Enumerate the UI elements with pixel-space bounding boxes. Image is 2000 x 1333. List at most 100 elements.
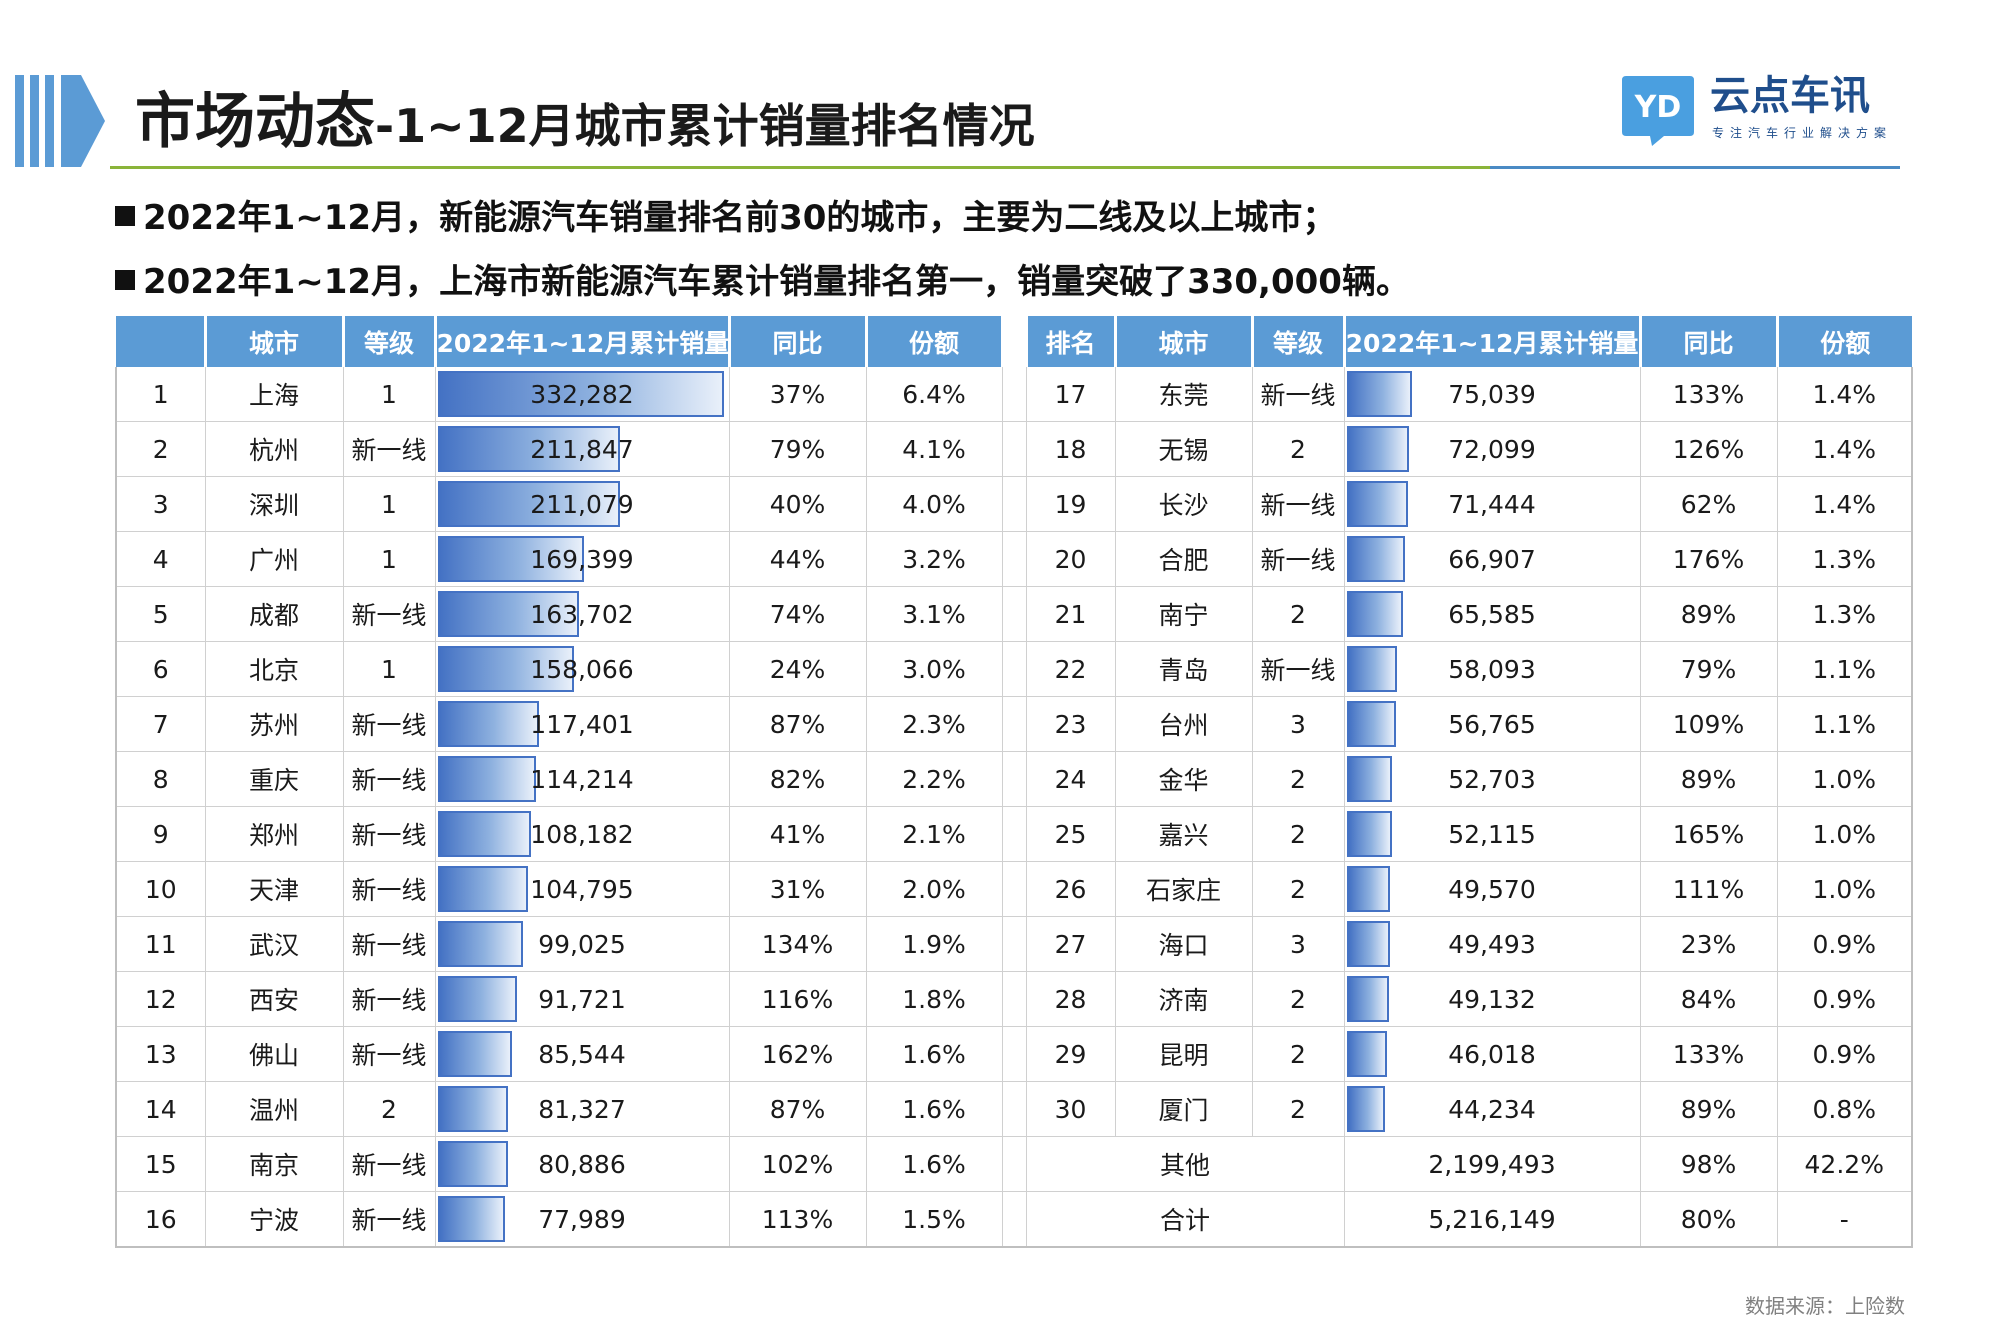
rank-cell: 20	[1025, 531, 1115, 587]
rank-cell: 26	[1025, 861, 1115, 917]
yoy-cell: 113%	[728, 1191, 866, 1248]
table-row: 12 西安 新一线 91,721 116% 1.8% 28 济南 2 49,132 84% 0.9%	[115, 971, 1913, 1027]
gap-cell	[1001, 751, 1026, 807]
city-cell: 西安	[204, 971, 343, 1027]
right-sales-cell: 66,907	[1343, 531, 1640, 587]
right-sales-cell: 49,570	[1343, 861, 1640, 917]
left-sales-cell: 108,182	[434, 806, 729, 862]
right-sales-bar	[1346, 756, 1392, 802]
right-sales-cell: 75,039	[1343, 367, 1640, 422]
header-city-left: 城市	[203, 316, 343, 367]
share-cell: 1.0%	[1776, 861, 1913, 917]
yoy-cell: 89%	[1639, 751, 1777, 807]
left-sales-value: 114,214	[530, 764, 634, 794]
data-source: 数据来源：上险数	[1745, 1294, 1905, 1318]
rank-cell: 30	[1025, 1081, 1115, 1137]
tier-cell: 新一线	[342, 1191, 435, 1248]
left-sales-cell: 85,544	[434, 1026, 729, 1082]
share-cell: 1.8%	[865, 971, 1002, 1027]
right-sales-bar	[1346, 371, 1412, 417]
rank-cell: 25	[1025, 806, 1115, 862]
table-row: 3 深圳 1 211,079 40% 4.0% 19 长沙 新一线 71,444 62% 1.4%	[115, 476, 1913, 532]
header-share-right: 份额	[1775, 316, 1912, 367]
yoy-cell: 84%	[1639, 971, 1777, 1027]
table-row: 9 郑州 新一线 108,182 41% 2.1% 25 嘉兴 2 52,115 165% 1.0%	[115, 806, 1913, 862]
rank-cell: 13	[115, 1026, 205, 1082]
rank-cell: 17	[1025, 367, 1115, 422]
left-sales-cell: 80,886	[434, 1136, 729, 1192]
left-sales-value: 85,544	[538, 1039, 626, 1069]
rank-cell: 8	[115, 751, 205, 807]
page-title-main: 市场动态	[135, 87, 375, 157]
right-sales-value: 58,093	[1448, 654, 1536, 684]
right-sales-cell: 49,493	[1343, 916, 1640, 972]
city-cell: 深圳	[204, 476, 343, 532]
yoy-cell: 23%	[1639, 916, 1777, 972]
yoy-cell: 24%	[728, 641, 866, 697]
ranking-table: 城市 等级 2022年1~12月累计销量 同比 份额 排名 城市 等级 2022…	[115, 316, 1913, 1248]
right-sales-value: 44,234	[1448, 1094, 1536, 1124]
city-cell: 南宁	[1114, 586, 1252, 642]
share-cell: 1.3%	[1776, 531, 1913, 587]
right-sales-value: 46,018	[1448, 1039, 1536, 1069]
rank-cell: 19	[1025, 476, 1115, 532]
rank-cell: 11	[115, 916, 205, 972]
share-cell: 2.3%	[865, 696, 1002, 752]
right-sales-cell: 49,132	[1343, 971, 1640, 1027]
city-cell: 宁波	[204, 1191, 343, 1248]
right-sales-value: 75,039	[1448, 379, 1536, 409]
city-cell: 佛山	[204, 1026, 343, 1082]
tier-cell: 2	[1251, 1081, 1344, 1137]
share-cell: 1.4%	[1776, 367, 1913, 422]
left-sales-cell: 99,025	[434, 916, 729, 972]
tier-cell: 2	[1251, 421, 1344, 477]
tier-cell: 1	[342, 367, 435, 422]
yoy-cell: 126%	[1639, 421, 1777, 477]
left-sales-cell: 211,079	[434, 476, 729, 532]
right-sales-bar	[1346, 1086, 1385, 1132]
summary-label-cell: 合计	[1025, 1191, 1344, 1248]
yoy-cell: 87%	[728, 696, 866, 752]
yoy-cell: 74%	[728, 586, 866, 642]
left-sales-cell: 91,721	[434, 971, 729, 1027]
table-row: 8 重庆 新一线 114,214 82% 2.2% 24 金华 2 52,703 89% 1.0%	[115, 751, 1913, 807]
table-row: 11 武汉 新一线 99,025 134% 1.9% 27 海口 3 49,493 23% 0.9%	[115, 916, 1913, 972]
right-sales-value: 65,585	[1448, 599, 1536, 629]
city-cell: 嘉兴	[1114, 806, 1252, 862]
share-cell: 1.4%	[1776, 421, 1913, 477]
share-cell: 1.9%	[865, 916, 1002, 972]
left-sales-bar	[437, 646, 574, 692]
left-sales-value: 117,401	[530, 709, 634, 739]
rank-cell: 3	[115, 476, 205, 532]
right-sales-cell: 65,585	[1343, 586, 1640, 642]
bullet-square-icon	[115, 205, 135, 226]
left-sales-bar	[437, 976, 517, 1022]
right-sales-bar	[1346, 536, 1405, 582]
header-sales-right: 2022年1~12月累计销量	[1342, 316, 1640, 367]
bullet-2-text: 2022年1~12月，上海市新能源汽车累计销量排名第一，销量突破了330,000…	[143, 262, 1410, 302]
header-yoy-left: 同比	[727, 316, 866, 367]
table-row: 15 南京 新一线 80,886 102% 1.6% 其他 2,199,493 98% 42.2%	[115, 1136, 1913, 1192]
right-sales-cell: 46,018	[1343, 1026, 1640, 1082]
right-sales-bar	[1346, 866, 1390, 912]
left-sales-bar	[437, 481, 620, 527]
table-row: 16 宁波 新一线 77,989 113% 1.5% 合计 5,216,149 80% -	[115, 1191, 1913, 1248]
yoy-cell: 165%	[1639, 806, 1777, 862]
right-sales-bar	[1346, 701, 1396, 747]
rank-cell: 14	[115, 1081, 205, 1137]
rank-cell: 4	[115, 531, 205, 587]
city-cell: 长沙	[1114, 476, 1252, 532]
gap-cell	[1001, 421, 1026, 477]
left-sales-value: 158,066	[530, 654, 634, 684]
tier-cell: 1	[342, 531, 435, 587]
right-sales-value: 56,765	[1448, 709, 1536, 739]
yoy-cell: 102%	[728, 1136, 866, 1192]
left-sales-value: 163,702	[530, 599, 634, 629]
left-sales-bar	[437, 426, 620, 472]
left-sales-cell: 117,401	[434, 696, 729, 752]
yoy-cell: 133%	[1639, 367, 1777, 422]
left-sales-bar	[437, 921, 523, 967]
left-sales-value: 169,399	[530, 544, 634, 574]
header-accent-icon	[15, 75, 105, 167]
left-sales-value: 104,795	[530, 874, 634, 904]
